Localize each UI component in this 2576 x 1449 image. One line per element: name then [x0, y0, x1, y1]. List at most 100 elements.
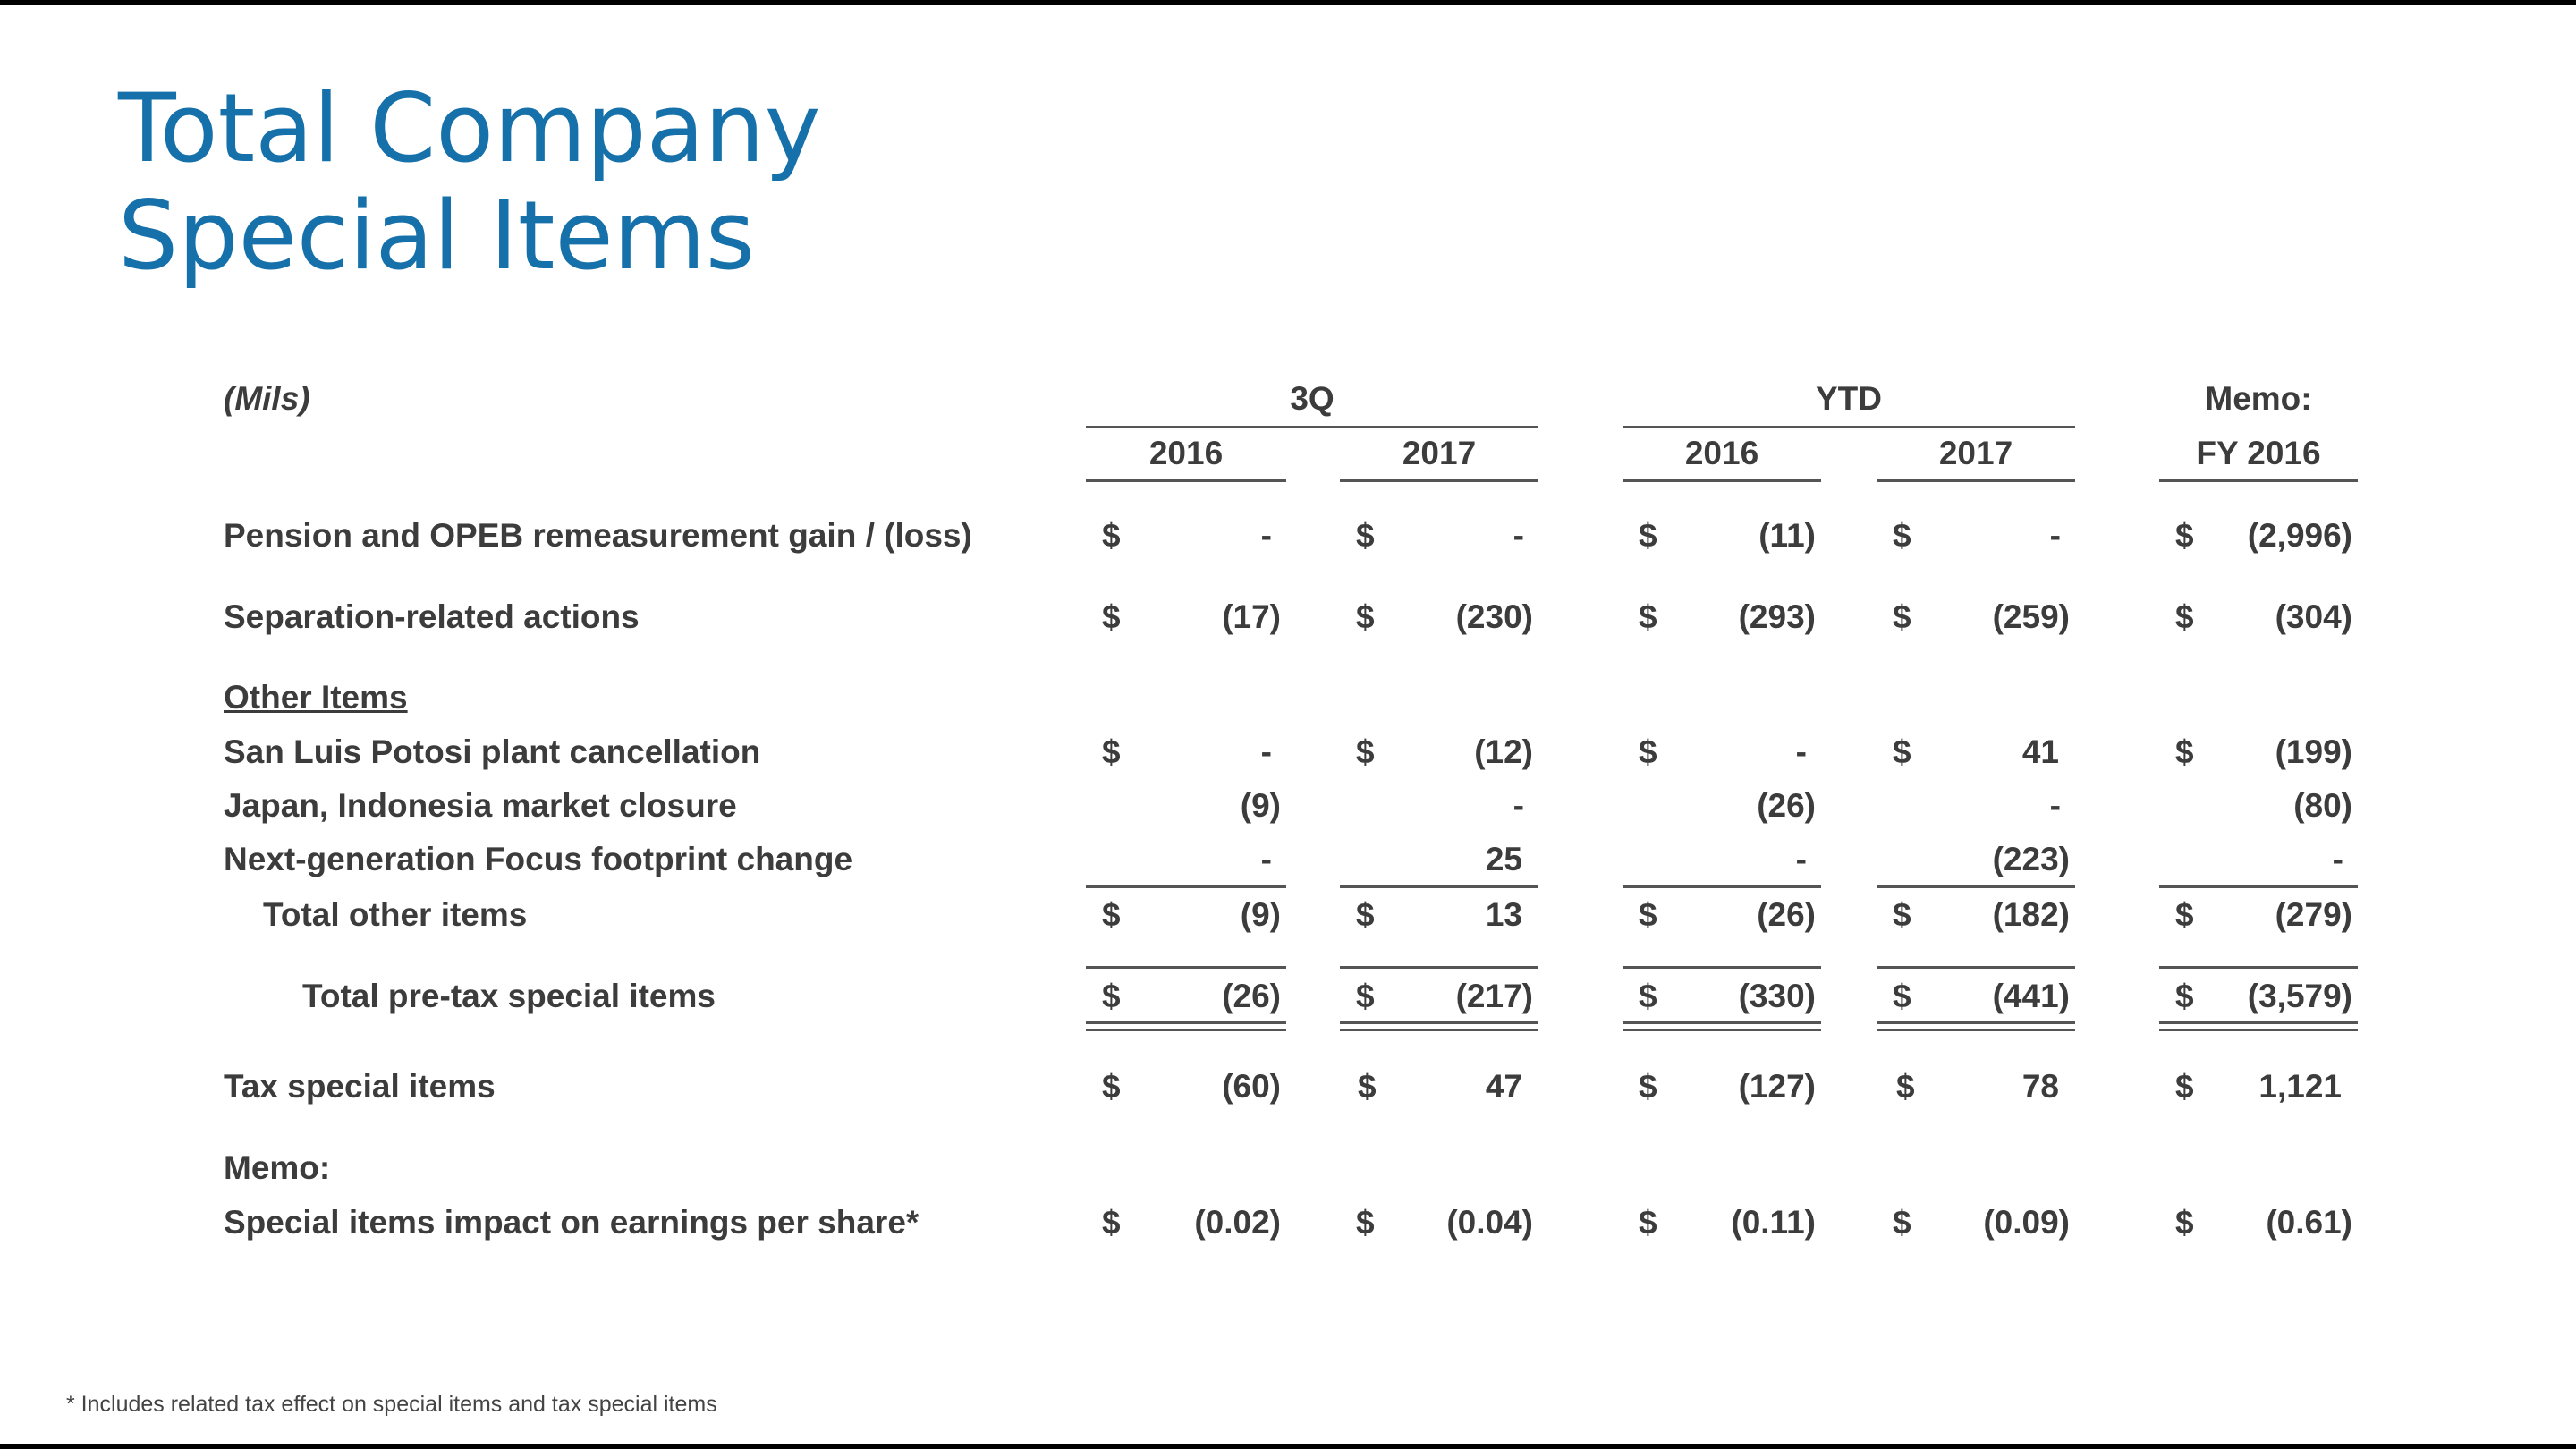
- table-cell: $ (0.02): [1086, 1204, 1286, 1243]
- currency-symbol: $: [1102, 598, 1121, 635]
- row-label-san-luis: San Luis Potosi plant cancellation: [224, 733, 761, 770]
- currency-symbol: $: [1639, 1068, 1657, 1105]
- subtotal-line: [2159, 886, 2358, 888]
- currency-symbol: $: [1639, 1204, 1657, 1241]
- double-underline-top: [1877, 1021, 2075, 1024]
- currency-symbol: $: [1893, 517, 1911, 554]
- currency-symbol: $: [1639, 598, 1657, 635]
- table-cell: $ (230): [1340, 598, 1538, 638]
- cell-value: (199): [2275, 733, 2352, 770]
- cell-value: 41: [2021, 733, 2059, 770]
- currency-symbol: $: [1358, 1068, 1377, 1105]
- group-header-3q: 3Q: [1290, 380, 1335, 417]
- currency-symbol: $: [1639, 978, 1657, 1014]
- row-label-eps: Special items impact on earnings per sha…: [224, 1204, 919, 1241]
- cell-value: 47: [1485, 1068, 1522, 1105]
- cell-value: (11): [1758, 517, 1816, 554]
- currency-symbol: $: [1893, 598, 1911, 635]
- table-cell: $ (199): [2159, 733, 2358, 773]
- cell-value: (26): [1757, 896, 1816, 933]
- row-label-total-other: Total other items: [263, 896, 528, 933]
- cell-value: (0.11): [1731, 1204, 1816, 1241]
- bottom-border: [0, 1444, 2576, 1449]
- table-cell: $ (279): [2159, 896, 2358, 936]
- cell-value: (26): [1757, 787, 1816, 824]
- table-cell: $ (441): [1877, 978, 2075, 1017]
- table-cell: $ (60): [1086, 1068, 1286, 1107]
- currency-symbol: $: [1102, 896, 1121, 933]
- currency-symbol: $: [2175, 733, 2194, 770]
- currency-symbol: $: [1893, 978, 1911, 1014]
- table-cell: $ -: [1877, 517, 2075, 556]
- row-label-japan: Japan, Indonesia market closure: [224, 787, 737, 824]
- subtotal-line: [1877, 886, 2075, 888]
- table-cell: $ (17): [1086, 598, 1286, 638]
- table-cell: $ (293): [1623, 598, 1821, 638]
- total-line: [1340, 966, 1538, 969]
- cell-value: (12): [1474, 733, 1533, 770]
- page-title: Total Company Special Items: [118, 75, 821, 290]
- cell-value: (441): [1992, 978, 2070, 1014]
- currency-symbol: $: [1639, 733, 1657, 770]
- row-label-total-pretax: Total pre-tax special items: [302, 978, 716, 1014]
- table-cell: 25: [1340, 841, 1538, 880]
- double-underline-bottom: [1086, 1029, 1286, 1031]
- cell-value: -: [2049, 787, 2061, 824]
- col-header-underline: [1340, 479, 1538, 482]
- subtotal-line: [1623, 886, 1821, 888]
- table-cell: -: [1086, 841, 1286, 880]
- cell-value: -: [1260, 733, 1272, 770]
- col-header-underline: [1623, 479, 1821, 482]
- table-cell: $ (259): [1877, 598, 2075, 638]
- currency-symbol: $: [1639, 517, 1657, 554]
- total-line: [1623, 966, 1821, 969]
- cell-value: (80): [2293, 787, 2352, 824]
- col-header-ytd-2017: 2017: [1938, 435, 2013, 471]
- group-underline-ytd: [1623, 426, 2075, 428]
- table-cell: $78: [1877, 1068, 2075, 1107]
- title-line-2: Special Items: [118, 181, 756, 291]
- cell-value: -: [2049, 517, 2061, 554]
- currency-symbol: $: [1102, 517, 1121, 554]
- cell-value: (230): [1455, 598, 1533, 635]
- cell-value: -: [1795, 841, 1807, 877]
- cell-value: (127): [1738, 1068, 1816, 1105]
- table-cell: $ (3,579): [2159, 978, 2358, 1017]
- group-header-memo: Memo:: [2205, 380, 2312, 417]
- currency-symbol: $: [1102, 1068, 1121, 1105]
- currency-symbol: $: [1639, 896, 1657, 933]
- cell-value: (9): [1240, 787, 1281, 824]
- double-underline-bottom: [1877, 1029, 2075, 1031]
- cell-value: (182): [1992, 896, 2070, 933]
- currency-symbol: $: [2175, 978, 2194, 1014]
- cell-value: -: [1795, 733, 1807, 770]
- table-cell: $ (127): [1623, 1068, 1821, 1107]
- col-header-3q-2016: 2016: [1148, 435, 1224, 471]
- table-cell: $13: [1340, 896, 1538, 936]
- cell-value: 25: [1485, 841, 1522, 877]
- cell-value: (9): [1240, 896, 1281, 933]
- currency-symbol: $: [1102, 978, 1121, 1014]
- double-underline-top: [1623, 1021, 1821, 1024]
- row-label-separation: Separation-related actions: [224, 598, 640, 635]
- col-header-underline: [1086, 479, 1286, 482]
- table-cell: -: [1623, 841, 1821, 880]
- currency-symbol: $: [1356, 598, 1375, 635]
- table-cell: $ (0.04): [1340, 1204, 1538, 1243]
- table-cell: -: [1877, 787, 2075, 826]
- cell-value: -: [1513, 787, 1524, 824]
- section-header-memo: Memo:: [224, 1149, 331, 1186]
- footnote: * Includes related tax effect on special…: [66, 1392, 717, 1417]
- title-line-1: Total Company: [118, 73, 821, 183]
- table-cell: $ (304): [2159, 598, 2358, 638]
- table-cell: (80): [2159, 787, 2358, 826]
- currency-symbol: $: [2175, 896, 2194, 933]
- cell-value: (26): [1222, 978, 1281, 1014]
- currency-symbol: $: [1356, 517, 1375, 554]
- currency-symbol: $: [2175, 1204, 2194, 1241]
- row-label-tax: Tax special items: [224, 1068, 496, 1105]
- cell-value: -: [1513, 517, 1524, 554]
- table-cell: $ (0.09): [1877, 1204, 2075, 1243]
- table-cell: $ (11): [1623, 517, 1821, 556]
- cell-value: -: [1260, 517, 1272, 554]
